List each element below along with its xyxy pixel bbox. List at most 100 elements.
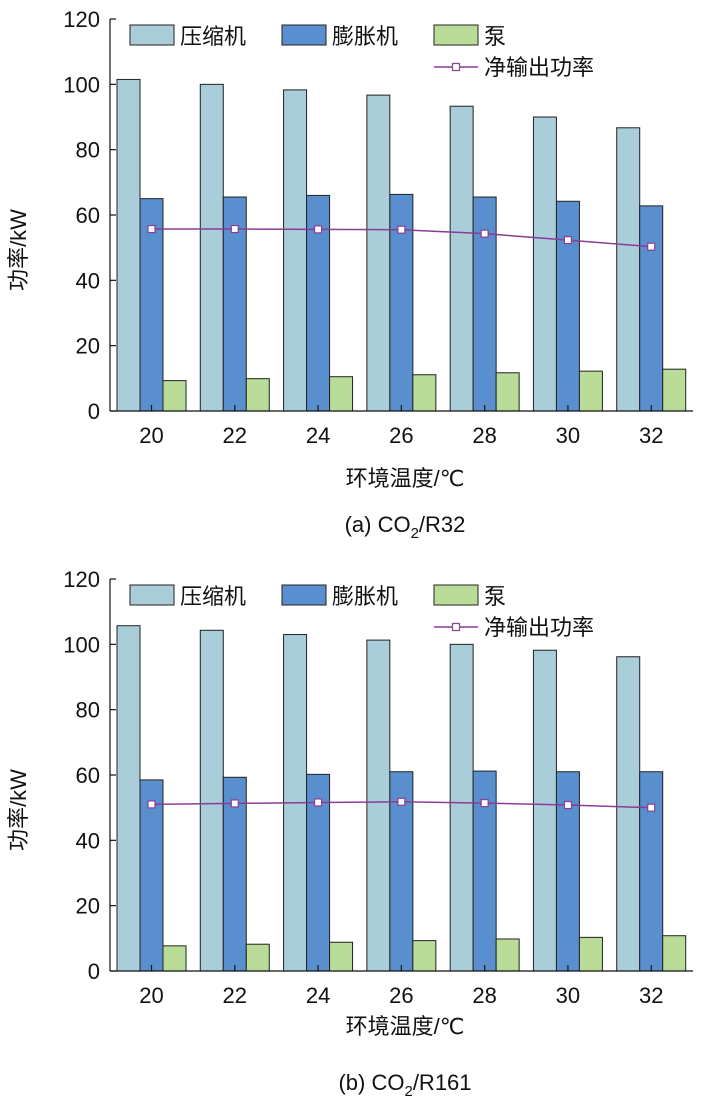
legend-swatch-2 [281,24,327,46]
bar-3-22 [245,378,270,412]
legend-swatch-1 [129,24,175,46]
bar-1-20 [116,625,141,972]
x-tick-label-24: 24 [306,423,330,448]
net-output-point-32 [647,242,656,251]
legend-label-2: 膨胀机 [332,584,398,609]
bar-1-24 [283,89,308,412]
y-tick-label-100: 100 [63,72,100,97]
y-tick-label-0: 0 [88,399,100,424]
y-tick-label-100: 100 [63,632,100,657]
legend-label-1: 压缩机 [180,24,246,49]
x-tick-label-28: 28 [472,423,496,448]
x-tick-label-26: 26 [389,423,413,448]
bar-1-32 [616,127,641,412]
x-tick-label-28: 28 [472,983,496,1008]
caption-suffix: /R32 [419,512,465,537]
net-output-point-24 [313,798,323,807]
x-tick-label-26: 26 [389,983,413,1008]
net-output-point-22 [230,799,239,808]
bar-3-30 [578,936,603,972]
y-tick-label-20: 20 [76,334,100,359]
bar-3-22 [245,943,270,972]
net-output-point-32 [647,803,656,812]
caption-subscript: 2 [404,1083,412,1100]
y-tick-label-80: 80 [76,698,100,723]
chart-b: 功率/kW 环境温度/℃ (b) CO2/R161 0 20 40 60 80 100 12… [6,567,693,1100]
bar-1-28 [449,643,474,972]
y-tick-label-20: 20 [76,894,100,919]
legend-label-net: 净输出功率 [484,615,594,640]
net-output-point-20 [147,224,156,234]
bar-1-20 [116,78,141,412]
legend-label-3: 泵 [484,584,506,609]
bar-1-28 [449,105,474,412]
y-tick-label-80: 80 [76,138,100,163]
x-tick-label-32: 32 [639,423,663,448]
legend-swatch-3 [433,24,479,46]
y-tick-label-120: 120 [63,7,100,32]
caption-suffix: /R161 [413,1070,472,1095]
bar-3-24 [329,376,354,412]
net-output-point-20 [147,800,156,809]
y-tick-label-40: 40 [76,268,100,293]
net-output-point-30 [563,800,573,810]
y-axis-label-text: 功率/kW [6,769,31,851]
bar-3-32 [662,935,687,972]
bar-3-28 [495,938,520,972]
legend-swatch-1 [129,584,175,606]
x-tick-label-30: 30 [556,983,580,1008]
bar-1-26 [366,639,391,972]
caption-prefix: (b) CO [338,1070,404,1095]
bar-2-30 [555,200,580,412]
bar-2-28 [472,196,497,412]
x-tick-label-20: 20 [139,983,163,1008]
bar-3-26 [412,940,437,972]
bar-2-20 [139,779,164,972]
bar-3-30 [578,370,603,412]
bar-3-32 [662,368,687,412]
chart-a: 功率/kW 环境温度/℃ (a) CO2/R32 0 20 40 60 80 100 120… [6,7,693,542]
bar-1-22 [199,83,224,412]
y-axis-label: 功率/kW [6,209,31,291]
x-tick-label-22: 22 [223,983,247,1008]
legend-swatch-3 [433,584,479,606]
bar-3-28 [495,372,520,412]
bar-1-32 [616,656,641,972]
net-output-point-24 [313,225,323,234]
net-output-point-26 [397,797,406,806]
y-axis-label: 功率/kW [6,769,31,851]
legend-swatch-2 [281,584,327,606]
legend-label-net: 净输出功率 [484,55,594,80]
y-tick-label-0: 0 [88,959,100,984]
x-tick-label-32: 32 [639,983,663,1008]
y-axis-label-text: 功率/kW [6,209,31,291]
bar-3-26 [412,374,437,412]
legend-label-3: 泵 [484,24,506,49]
y-tick-label-40: 40 [76,828,100,853]
net-output-point-22 [230,224,239,234]
caption-prefix: (a) CO [345,512,411,537]
y-tick-label-120: 120 [63,567,100,592]
bar-1-22 [199,629,224,972]
net-output-point-26 [397,225,406,234]
chart-caption: (a) CO2/R32 [345,512,466,542]
bar-1-26 [366,94,391,412]
x-tick-label-24: 24 [306,983,330,1008]
bar-1-30 [532,116,557,412]
bar-2-32 [639,771,664,972]
legend-label-1: 压缩机 [180,584,246,609]
net-output-point-30 [563,236,573,245]
bar-3-24 [329,941,354,972]
bar-3-20 [162,945,187,972]
legend-marker-net [451,622,461,632]
bar-2-32 [639,205,664,412]
x-tick-label-22: 22 [223,423,247,448]
net-output-point-28 [480,798,489,808]
bar-3-20 [162,380,187,412]
x-axis-label: 环境温度/℃ [346,466,465,491]
legend-label-2: 膨胀机 [332,24,398,49]
bar-1-30 [532,649,557,972]
x-axis-label: 环境温度/℃ [346,1014,465,1039]
